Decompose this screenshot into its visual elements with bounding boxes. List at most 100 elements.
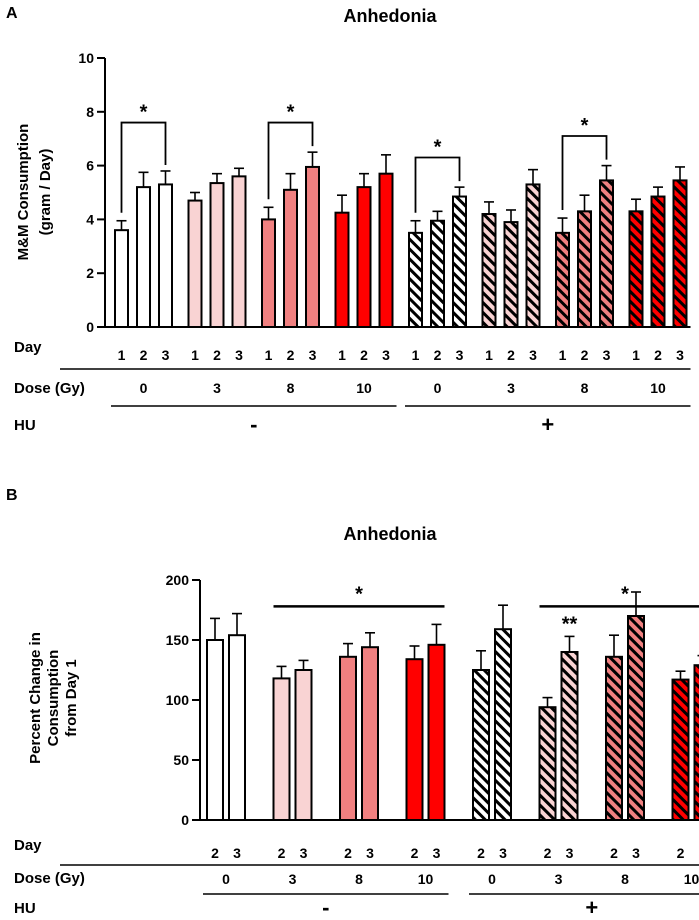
dose-tick-label: 3 [555, 871, 563, 887]
day-tick-label: 3 [309, 347, 317, 363]
panel-a-hu-label: HU [14, 417, 36, 434]
panel-b-plot: 05010015020023023323823102302332382310-+… [60, 572, 699, 920]
significance-star: ** [562, 613, 578, 635]
hu-tick-label: - [322, 895, 329, 920]
panel-a-dose-label: Dose (Gy) [14, 380, 85, 397]
day-tick-label: 2 [344, 845, 352, 861]
day-tick-label: 2 [544, 845, 552, 861]
day-tick-label: 3 [162, 347, 170, 363]
day-tick-label: 2 [434, 347, 442, 363]
dose-tick-label: 8 [355, 871, 363, 887]
bar [605, 655, 623, 821]
day-tick-label: 1 [412, 347, 420, 363]
y-tick-label: 0 [86, 319, 94, 335]
day-tick-label: 2 [211, 845, 219, 861]
bar [231, 175, 247, 328]
bar [672, 179, 688, 328]
dose-tick-label: 0 [488, 871, 496, 887]
hu-tick-label: + [585, 895, 598, 920]
panel-b-ylabel-line3: from Day 1 [63, 659, 80, 737]
bar [136, 186, 151, 328]
bar [305, 165, 320, 328]
y-tick-label: 150 [166, 632, 190, 648]
panel-a-ylabel-line1: M&M Consumption [15, 124, 32, 261]
day-tick-label: 2 [477, 845, 485, 861]
day-tick-label: 1 [338, 347, 346, 363]
significance-star: * [140, 102, 148, 124]
day-tick-label: 3 [235, 347, 243, 363]
day-tick-label: 2 [360, 347, 368, 363]
panel-b-letter: B [6, 487, 18, 504]
bar [555, 231, 570, 329]
bar [361, 646, 379, 822]
bar [628, 210, 644, 328]
bar [430, 219, 445, 328]
bar [650, 195, 666, 328]
significance-bracket [267, 121, 314, 200]
bar [560, 651, 579, 821]
day-tick-label: 3 [529, 347, 537, 363]
bar [599, 179, 614, 328]
hu-tick-label: + [541, 412, 554, 437]
panel-b-hu-label: HU [14, 900, 36, 917]
dose-tick-label: 8 [581, 380, 589, 396]
bar [481, 213, 497, 329]
day-tick-label: 2 [287, 347, 295, 363]
day-tick-label: 1 [265, 347, 273, 363]
dose-tick-label: 3 [507, 380, 515, 396]
panel-a-ylabel-line2: (gram / Day) [37, 149, 54, 236]
significance-star: * [581, 115, 589, 137]
bar [339, 655, 357, 821]
day-tick-label: 3 [566, 845, 574, 861]
dose-tick-label: 8 [621, 871, 629, 887]
day-tick-label: 1 [191, 347, 199, 363]
bar [427, 643, 446, 821]
day-tick-label: 3 [433, 845, 441, 861]
bar [405, 658, 424, 822]
dose-tick-label: 10 [650, 380, 666, 396]
bar [503, 221, 519, 328]
bar [272, 677, 291, 822]
bar [228, 634, 246, 822]
y-tick-label: 2 [86, 265, 94, 281]
bar [206, 639, 224, 821]
bar [452, 195, 467, 328]
bar [525, 183, 541, 328]
dose-tick-label: 0 [434, 380, 442, 396]
panel-b-ylabel-line1: Percent Change in [27, 632, 44, 764]
significance-star: * [621, 583, 629, 605]
bar [334, 211, 350, 328]
day-tick-label: 2 [140, 347, 148, 363]
bar [494, 628, 512, 822]
bar [408, 231, 423, 329]
day-tick-label: 2 [654, 347, 662, 363]
hu-tick-label: - [250, 412, 257, 437]
bar [671, 678, 690, 821]
y-tick-label: 50 [173, 752, 189, 768]
panel-b-dose-label: Dose (Gy) [14, 870, 85, 887]
bar [577, 210, 592, 328]
day-tick-label: 3 [603, 347, 611, 363]
bar [283, 188, 298, 328]
y-tick-label: 6 [86, 158, 94, 174]
dose-tick-label: 3 [289, 871, 297, 887]
day-tick-label: 2 [610, 845, 618, 861]
bar [627, 615, 645, 821]
y-tick-label: 10 [78, 50, 94, 66]
day-tick-label: 1 [485, 347, 493, 363]
significance-star: * [287, 102, 295, 124]
bar [538, 706, 557, 822]
dose-tick-label: 8 [287, 380, 295, 396]
dose-tick-label: 0 [222, 871, 230, 887]
bar [472, 669, 490, 821]
day-tick-label: 3 [456, 347, 464, 363]
bar [209, 182, 225, 328]
dose-tick-label: 3 [213, 380, 221, 396]
day-tick-label: 1 [559, 347, 567, 363]
bar [114, 229, 129, 328]
bar [187, 199, 203, 329]
bar [158, 183, 173, 328]
panel-b-day-label: Day [14, 837, 42, 854]
panel-a-title: Anhedonia [344, 6, 438, 26]
